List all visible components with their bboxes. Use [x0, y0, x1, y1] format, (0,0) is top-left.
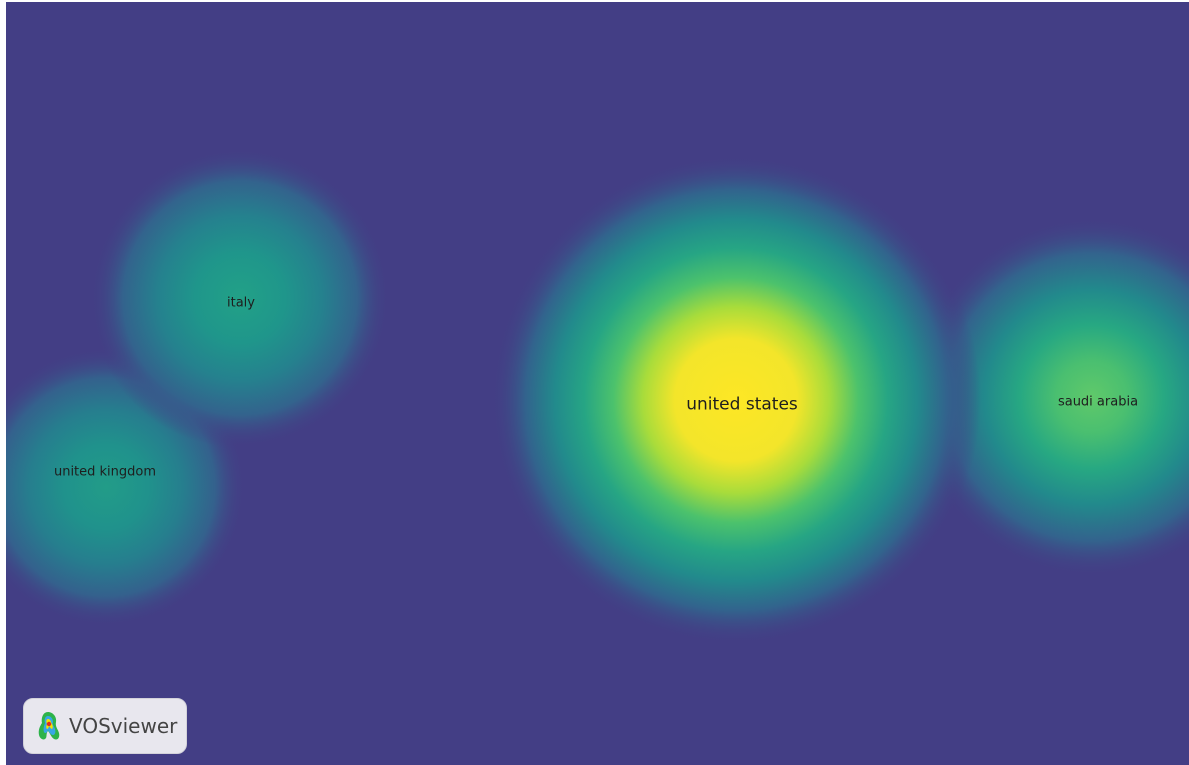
glow-italy [90, 148, 390, 448]
node-label-saudi-arabia[interactable]: saudi arabia [1057, 394, 1139, 410]
glow-united-states [491, 155, 981, 645]
density-layer [6, 148, 1189, 645]
vosviewer-logo-icon [38, 712, 60, 740]
vosviewer-brand-label: VOSviewer [69, 714, 178, 738]
density-map[interactable]: italy united kingdom united states saudi… [6, 2, 1189, 765]
vosviewer-badge[interactable]: VOSviewer [23, 698, 187, 754]
node-label-italy[interactable]: italy [227, 295, 255, 311]
glow-saudi-arabia [912, 217, 1189, 577]
node-label-united-kingdom[interactable]: united kingdom [53, 464, 157, 480]
node-label-united-states[interactable]: united states [686, 394, 798, 415]
